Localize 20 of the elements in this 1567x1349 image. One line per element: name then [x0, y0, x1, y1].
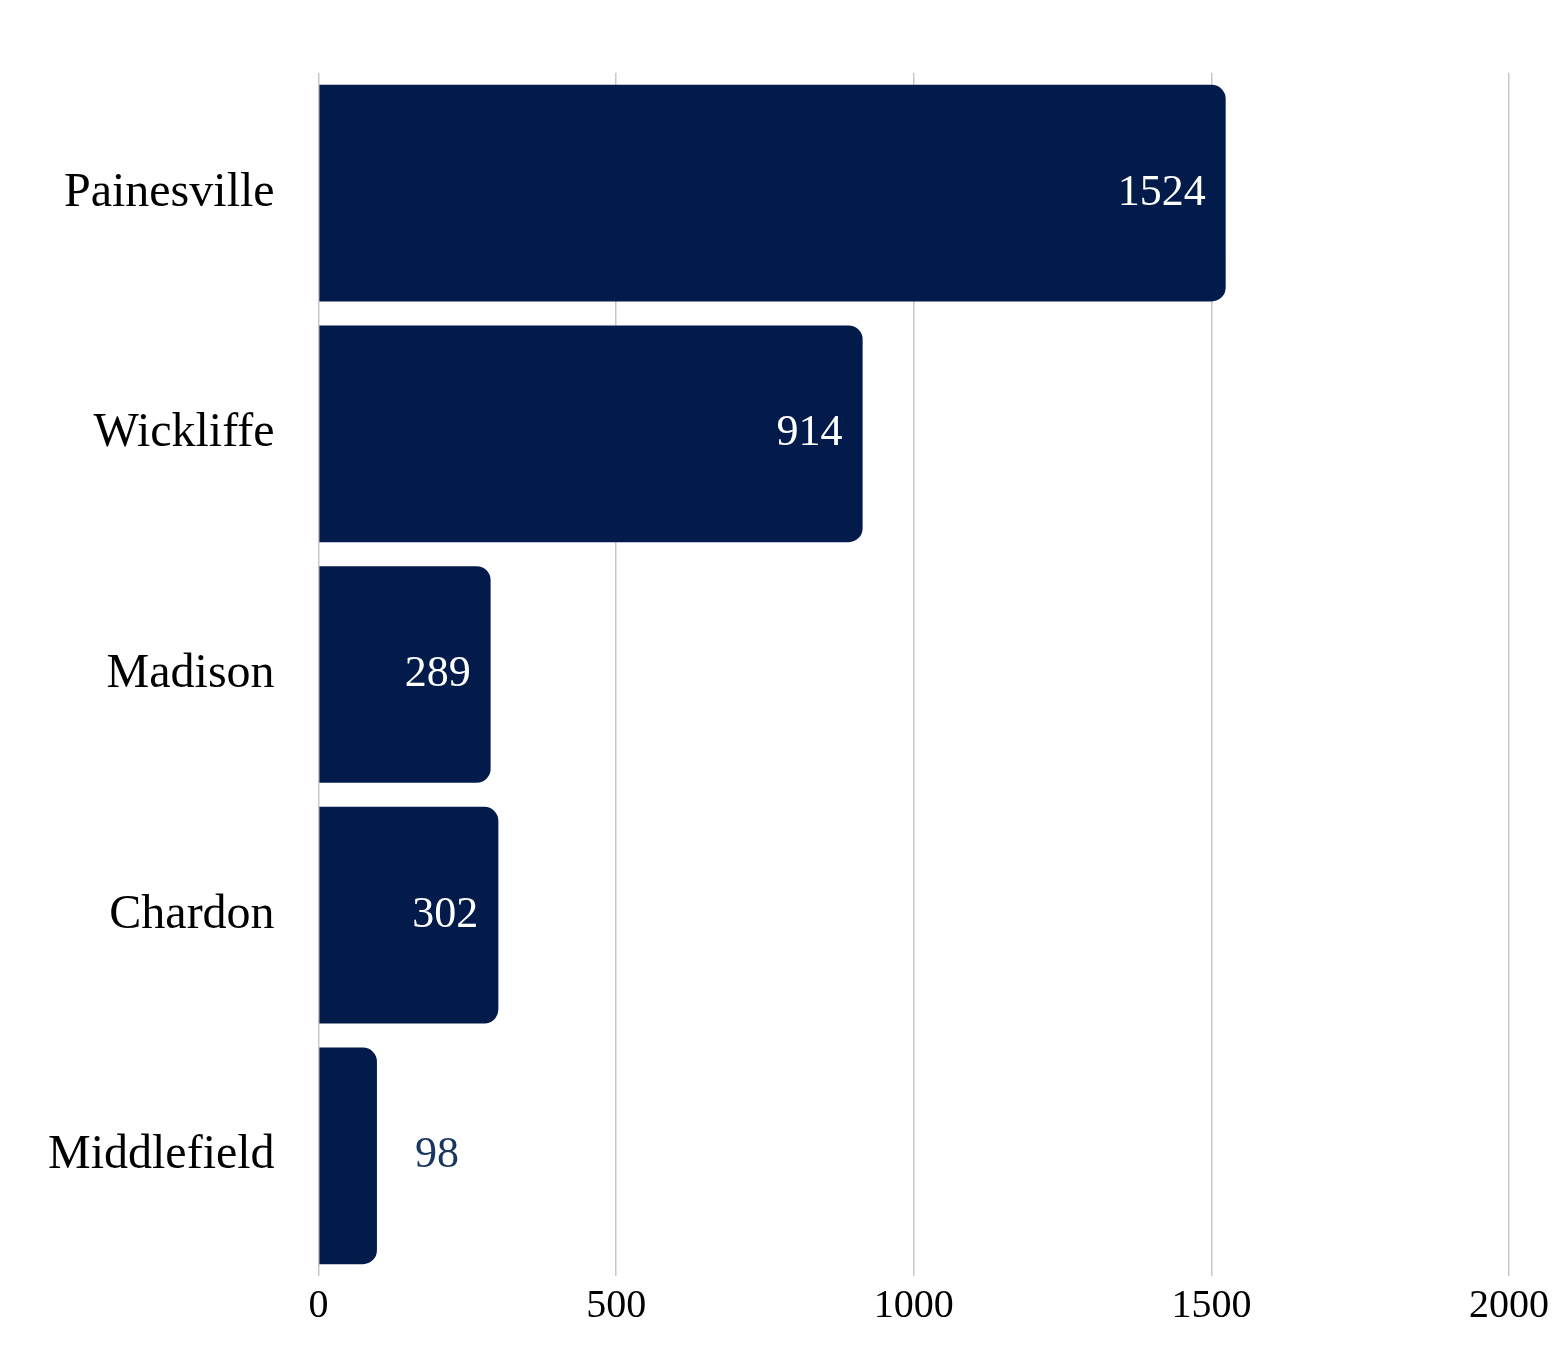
bar: [319, 1047, 377, 1265]
x-tick-label: 500: [586, 1280, 647, 1326]
y-tick-label: Painesville: [63, 162, 275, 216]
x-tick-label: 1500: [1171, 1280, 1252, 1326]
data-label: 98: [414, 1128, 459, 1178]
y-tick-label: Chardon: [109, 884, 275, 938]
data-label: 914: [776, 406, 843, 456]
x-tick-label: 1000: [873, 1280, 954, 1326]
data-label: 302: [412, 887, 479, 937]
y-tick-label: Middlefield: [47, 1125, 275, 1179]
x-tick-label: 2000: [1469, 1280, 1549, 1326]
bar: [319, 325, 863, 543]
y-tick-label: Wickliffe: [93, 403, 275, 457]
bar: [319, 566, 491, 783]
bar: [319, 806, 499, 1024]
data-label: 289: [404, 647, 471, 697]
data-label: 1524: [1117, 165, 1206, 215]
y-tick-label: Madison: [106, 644, 275, 698]
bar: [319, 84, 1226, 302]
x-tick-label: 0: [308, 1280, 329, 1326]
